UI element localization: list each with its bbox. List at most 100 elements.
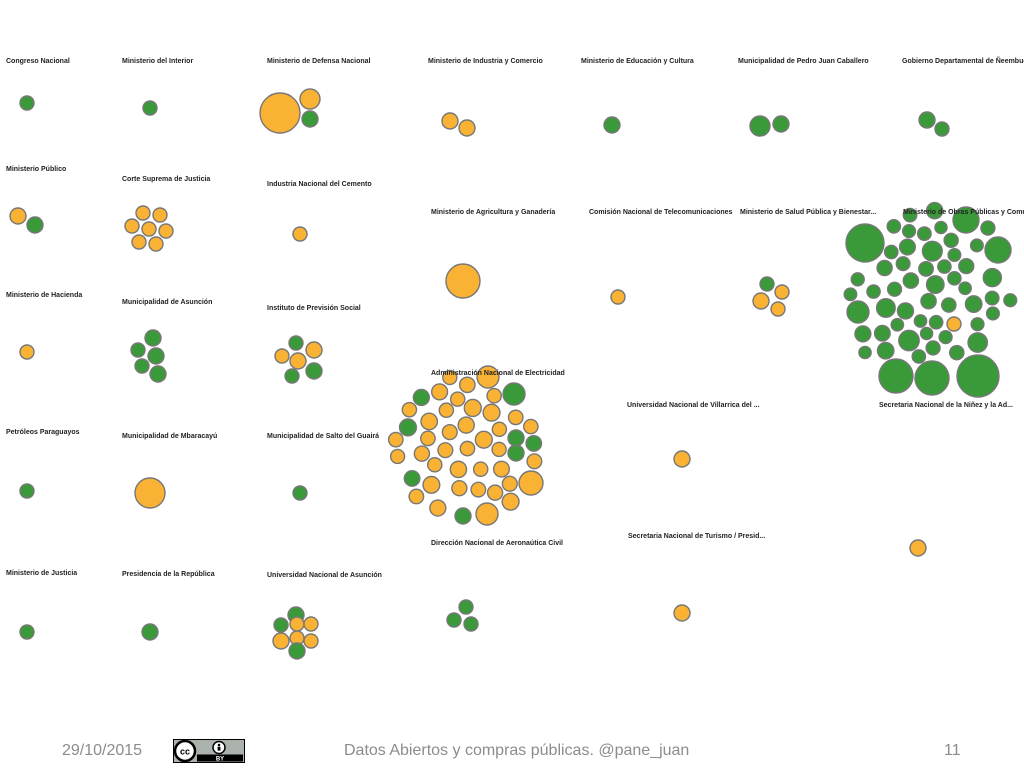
bubble-chart: Congreso Nacional Ministerio del Interior…: [6, 56, 1024, 660]
green-bubble: [925, 340, 941, 356]
green-bubble: [845, 223, 885, 263]
orange-bubble: [426, 456, 443, 473]
group-label: Municipalidad de Asunción: [122, 299, 212, 306]
license-text: BY: [216, 757, 224, 763]
cc-by-license-icon: cc BY: [173, 739, 245, 763]
orange-bubble: [420, 430, 436, 447]
orange-bubble: [152, 207, 168, 223]
group-label: Ministerio Público: [6, 166, 66, 173]
orange-bubble: [259, 92, 301, 134]
orange-bubble: [673, 604, 691, 622]
green-bubble: [149, 365, 167, 383]
orange-bubble: [19, 344, 35, 360]
orange-bubble: [474, 430, 493, 449]
green-bubble: [875, 297, 896, 318]
green-bubble: [412, 388, 430, 407]
green-bubble: [902, 207, 918, 223]
green-bubble: [603, 116, 621, 134]
group-label: Administración Nacional de Electricidad: [431, 370, 565, 377]
group-label: Ministerio de Salud Pública y Bienestar.…: [740, 209, 876, 216]
group-label: Corte Suprema de Justicia: [122, 176, 210, 183]
labels-layer: Congreso Nacional Ministerio del Interior…: [6, 56, 1024, 579]
group-label: Municipalidad de Mbaracayú: [122, 433, 217, 440]
green-bubble: [918, 111, 936, 129]
orange-bubble: [457, 416, 475, 434]
group-label: Ministerio de Industria y Comercio: [428, 58, 543, 65]
group-label: Gobierno Departamental de Ñeembucú: [902, 56, 1024, 65]
orange-bubble: [491, 441, 507, 458]
orange-bubble: [9, 207, 27, 225]
green-bubble: [921, 240, 943, 262]
green-bubble: [458, 599, 474, 615]
green-bubble: [19, 95, 35, 111]
green-bubble: [134, 358, 150, 374]
green-bubble: [952, 206, 980, 234]
green-bubble: [934, 220, 948, 235]
green-bubble: [873, 324, 891, 342]
green-bubble: [914, 360, 950, 396]
orange-bubble: [445, 263, 481, 299]
green-bubble: [850, 272, 865, 287]
group-label: Universidad Nacional de Villarrica del .…: [627, 402, 760, 409]
group-label: Instituto de Previsión Social: [267, 305, 361, 312]
green-bubble: [141, 623, 159, 641]
orange-bubble: [518, 470, 544, 496]
green-bubble: [866, 284, 881, 299]
green-bubble: [970, 317, 985, 332]
group-label: Secretaria Nacional de la Niñez y la Ad.…: [879, 402, 1013, 409]
green-bubble: [958, 257, 975, 275]
green-bubble: [925, 201, 944, 220]
green-bubble: [301, 110, 319, 128]
green-bubble: [525, 435, 543, 452]
green-bubble: [305, 362, 323, 380]
green-bubble: [463, 616, 479, 632]
green-bubble: [876, 341, 895, 360]
orange-bubble: [438, 402, 455, 418]
green-bubble: [920, 292, 937, 310]
orange-bubble: [486, 387, 503, 404]
group-label: Congreso Nacional: [6, 58, 70, 65]
green-bubble: [982, 267, 1003, 288]
green-bubble: [934, 121, 950, 137]
orange-bubble: [482, 403, 501, 422]
orange-bubble: [135, 205, 151, 221]
group-label: Comisión Nacional de Telecomunicaciones: [589, 209, 733, 216]
orange-bubble: [470, 481, 487, 498]
orange-bubble: [389, 448, 406, 465]
orange-bubble: [492, 460, 511, 478]
green-bubble: [886, 281, 903, 297]
green-bubble: [142, 100, 158, 116]
orange-bubble: [752, 292, 770, 310]
green-bubble: [876, 259, 893, 277]
orange-bubble: [458, 119, 476, 137]
group-label: Ministerio de Obras Públicas y Comunicac…: [903, 209, 1024, 216]
orange-bubble: [610, 289, 626, 305]
svg-text:cc: cc: [180, 747, 190, 757]
green-bubble: [958, 281, 972, 296]
orange-bubble: [422, 475, 441, 494]
orange-bubble: [401, 401, 418, 418]
green-bubble: [918, 260, 934, 277]
orange-bubble: [413, 445, 431, 462]
green-bubble: [403, 469, 421, 487]
green-bubble: [454, 507, 472, 525]
group-label: Industria Nacional del Cemento: [267, 181, 372, 188]
green-bubble: [916, 226, 932, 242]
green-bubble: [928, 314, 944, 330]
green-bubble: [911, 349, 927, 364]
orange-bubble: [673, 450, 691, 468]
orange-bubble: [441, 112, 459, 130]
green-bubble: [1003, 293, 1018, 308]
green-bubble: [843, 287, 858, 302]
green-bubble: [284, 368, 300, 384]
orange-bubble: [303, 616, 319, 632]
page-number: 11: [944, 742, 961, 759]
green-bubble: [984, 236, 1012, 264]
green-bubble: [898, 238, 917, 256]
green-bubble: [980, 220, 996, 236]
green-bubble: [130, 342, 146, 358]
orange-bubble: [909, 539, 927, 557]
green-bubble: [846, 300, 870, 324]
orange-bubble: [526, 453, 543, 470]
green-bubble: [938, 329, 953, 345]
